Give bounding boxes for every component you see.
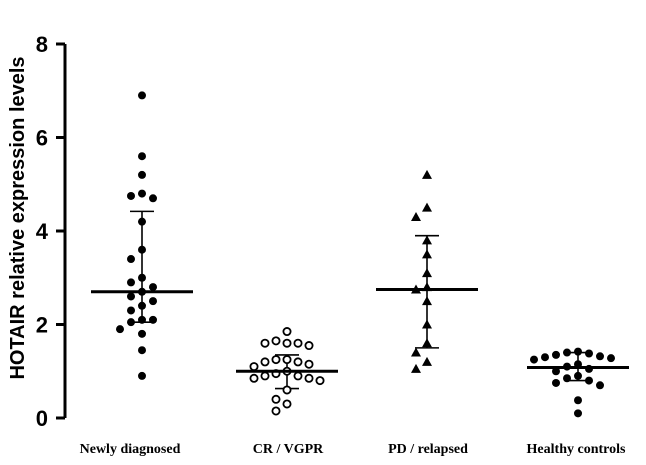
data-point bbox=[260, 357, 270, 367]
data-point bbox=[574, 409, 582, 418]
data-point bbox=[138, 245, 146, 254]
data-point bbox=[271, 355, 281, 365]
data-point bbox=[422, 356, 432, 366]
data-point bbox=[422, 169, 432, 179]
data-point bbox=[607, 354, 615, 363]
y-tick-label: 8 bbox=[36, 32, 48, 57]
data-point bbox=[574, 371, 582, 380]
data-point bbox=[552, 378, 560, 387]
data-point bbox=[422, 338, 432, 348]
data-point bbox=[138, 346, 146, 355]
data-point bbox=[127, 255, 135, 264]
data-point bbox=[422, 319, 432, 329]
data-point bbox=[249, 362, 259, 372]
data-point bbox=[149, 194, 157, 203]
data-point bbox=[138, 217, 146, 226]
data-point bbox=[149, 297, 157, 306]
data-point bbox=[574, 347, 582, 356]
data-point bbox=[422, 202, 432, 212]
y-tick-label: 6 bbox=[36, 126, 48, 151]
data-point bbox=[260, 371, 270, 381]
data-point bbox=[116, 325, 124, 334]
data-point bbox=[596, 381, 604, 390]
data-point bbox=[585, 349, 593, 358]
data-point bbox=[563, 348, 571, 357]
data-point bbox=[271, 394, 281, 404]
data-point bbox=[411, 363, 421, 373]
data-point bbox=[282, 385, 292, 395]
data-point bbox=[282, 399, 292, 409]
data-point bbox=[138, 301, 146, 310]
data-groups bbox=[91, 91, 629, 418]
data-point bbox=[138, 371, 146, 380]
data-point bbox=[138, 329, 146, 338]
category-label: Healthy controls bbox=[527, 442, 626, 457]
category-label: Newly diagnosed bbox=[80, 442, 181, 457]
y-tick-label: 0 bbox=[36, 406, 48, 431]
data-point bbox=[315, 376, 325, 386]
data-point bbox=[138, 189, 146, 198]
data-point bbox=[293, 371, 303, 381]
data-point bbox=[138, 315, 146, 324]
y-ticks: 0 2 4 6 8 bbox=[36, 32, 65, 431]
data-point bbox=[541, 353, 549, 362]
data-point bbox=[127, 292, 135, 301]
data-point bbox=[282, 338, 292, 348]
category-label: PD / relapsed bbox=[388, 442, 468, 457]
data-point bbox=[127, 191, 135, 200]
group-3 bbox=[376, 169, 478, 373]
data-point bbox=[552, 350, 560, 359]
data-point bbox=[138, 170, 146, 179]
data-point bbox=[422, 296, 432, 306]
group-2 bbox=[236, 327, 338, 416]
data-point bbox=[127, 306, 135, 315]
data-point bbox=[293, 357, 303, 367]
data-point bbox=[585, 376, 593, 385]
group-4 bbox=[527, 347, 629, 418]
data-point bbox=[293, 338, 303, 348]
data-point bbox=[138, 91, 146, 100]
data-point bbox=[271, 406, 281, 416]
data-point bbox=[127, 318, 135, 327]
data-point bbox=[422, 268, 432, 278]
data-point bbox=[304, 359, 314, 369]
data-point bbox=[127, 278, 135, 287]
data-point bbox=[411, 211, 421, 221]
data-point bbox=[596, 352, 604, 361]
data-point bbox=[138, 152, 146, 161]
data-point bbox=[563, 374, 571, 383]
data-point bbox=[282, 355, 292, 365]
category-labels: Newly diagnosed CR / VGPR PD / relapsed Hea… bbox=[80, 442, 626, 457]
data-point bbox=[138, 273, 146, 282]
data-point bbox=[149, 283, 157, 292]
y-tick-label: 2 bbox=[36, 313, 48, 338]
category-label: CR / VGPR bbox=[253, 442, 324, 457]
data-point bbox=[304, 373, 314, 383]
y-tick-label: 4 bbox=[36, 219, 49, 244]
data-point bbox=[304, 341, 314, 351]
data-point bbox=[260, 338, 270, 348]
data-point bbox=[282, 327, 292, 337]
data-point bbox=[249, 373, 259, 383]
data-point bbox=[411, 347, 421, 357]
data-point bbox=[574, 396, 582, 405]
data-point bbox=[149, 315, 157, 324]
data-point bbox=[552, 367, 560, 376]
data-point bbox=[530, 355, 538, 364]
data-point bbox=[271, 336, 281, 346]
data-point bbox=[422, 235, 432, 245]
group-1 bbox=[91, 91, 193, 380]
y-axis-title: HOTAIR relative expression levels bbox=[7, 56, 29, 379]
data-point bbox=[422, 249, 432, 259]
